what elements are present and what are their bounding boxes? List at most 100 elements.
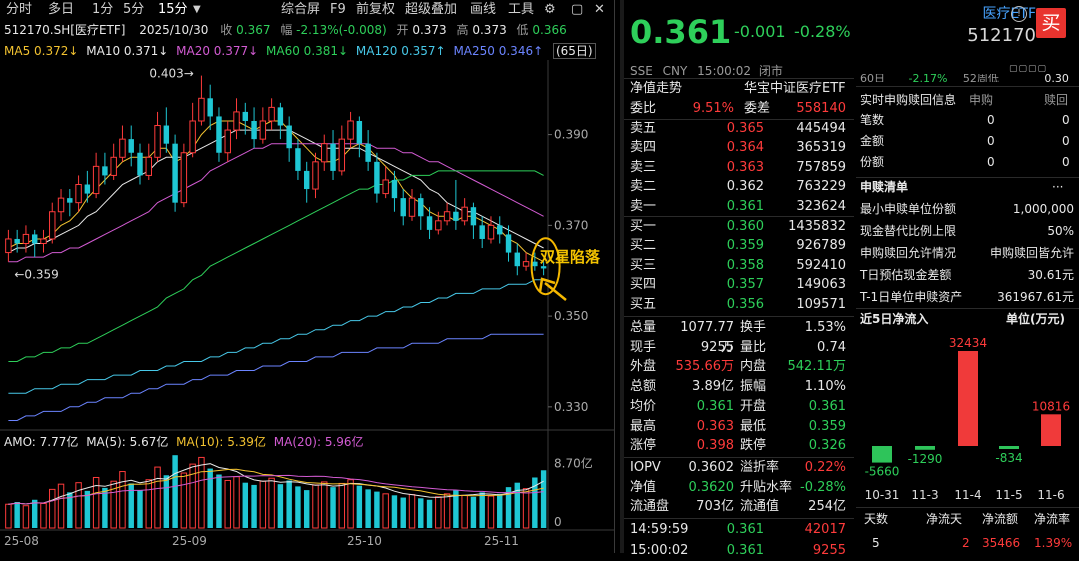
etf-stat-value: 0.22%: [804, 460, 846, 475]
candle-body: [532, 261, 538, 267]
divider: [624, 316, 854, 317]
ask-volume: 365319: [796, 140, 846, 156]
x-tick-label: 25-08: [4, 534, 39, 548]
volume-bar: [497, 493, 503, 528]
fuquan-button[interactable]: 前复权: [356, 2, 396, 17]
ask-level-label: 卖四: [630, 140, 657, 156]
bid-price[interactable]: 0.356: [726, 296, 764, 312]
volume-bar: [224, 479, 231, 529]
volume-bar: [330, 487, 336, 528]
panel-splitter[interactable]: [614, 0, 615, 553]
low-label: 低: [516, 23, 529, 37]
pattern-arrow-head: [538, 277, 556, 293]
close-icon[interactable]: ✕: [594, 2, 605, 17]
period-dropdown-icon[interactable]: ▼: [193, 4, 201, 15]
volume-bar: [338, 482, 346, 529]
redeem-col-buy: 申购: [969, 93, 994, 107]
flow-value-label: -5660: [865, 465, 900, 479]
volume-bar: [242, 482, 249, 528]
tab-1min[interactable]: 1分: [92, 2, 114, 17]
candle-body: [356, 120, 363, 144]
settings-icon[interactable]: ⚙: [544, 2, 556, 17]
ask-price[interactable]: 0.361: [726, 198, 764, 214]
volume-bar: [128, 483, 134, 528]
weibi-label: 委比: [630, 101, 657, 116]
nav-trend-link[interactable]: 净值走势: [630, 81, 683, 96]
huaxian-button[interactable]: 画线: [470, 2, 497, 17]
bid-price[interactable]: 0.360: [726, 219, 764, 234]
candle-body: [443, 211, 451, 222]
ma60-label: MA60 0.381↓: [266, 44, 349, 58]
diejia-button[interactable]: 超级叠加: [405, 2, 458, 17]
y-tick-label: 0.390: [554, 128, 588, 142]
buy-button[interactable]: 买: [1036, 8, 1066, 38]
volume-bar: [356, 485, 363, 528]
redeem-sell-value: 0: [1062, 113, 1070, 127]
flow-value-label: 10816: [1032, 399, 1070, 413]
bid-volume: 592410: [796, 257, 846, 273]
quote-time: 15:00:02: [697, 64, 752, 78]
high-value: 0.373: [472, 23, 507, 37]
stat-label: 最高: [630, 418, 657, 434]
volume-bar: [435, 496, 442, 529]
volume-bar: [408, 494, 416, 529]
bid-price[interactable]: 0.358: [726, 257, 764, 273]
volume-ma-line: [8, 468, 544, 505]
candle-body: [312, 161, 319, 190]
stat-label: 最低: [740, 418, 767, 434]
candle-body: [391, 179, 398, 199]
ask-price[interactable]: 0.363: [726, 159, 764, 175]
bid-price[interactable]: 0.359: [726, 238, 764, 254]
volume-bar: [400, 497, 406, 528]
window-icon[interactable]: ▢: [571, 2, 584, 17]
ask-price[interactable]: 0.364: [726, 140, 764, 156]
candle-body: [31, 234, 38, 244]
stat-label: 涨停: [630, 438, 657, 454]
ask-level-label: 卖一: [630, 198, 657, 214]
f9-button[interactable]: F9: [330, 2, 346, 17]
close-label: 收: [220, 23, 233, 37]
stat-label: 内盘: [740, 359, 767, 375]
low-annotation: ←0.359: [14, 267, 58, 281]
list-row-value: 30.61元: [1027, 268, 1074, 282]
ask-price[interactable]: 0.362: [726, 179, 764, 195]
bid-price[interactable]: 0.357: [726, 277, 764, 293]
volume-bar: [154, 466, 161, 529]
volume-bar: [189, 463, 196, 529]
tab-duori[interactable]: 多日: [48, 2, 75, 17]
candle-body: [49, 211, 56, 240]
ma-legend: MA5 0.372↓ MA10 0.371↓ MA20 0.377↓ MA60 …: [4, 43, 596, 59]
pattern-label: 双星陷落: [540, 248, 601, 266]
x-tick-label: 25-11: [484, 534, 519, 548]
chart-date: 2025/10/30: [139, 23, 209, 37]
toolbar-mini-icon[interactable]: ▢▢▢▢: [1009, 64, 1048, 74]
info-icon[interactable]: !: [1011, 6, 1027, 22]
zonghe-button[interactable]: 综合屏: [281, 2, 321, 17]
candle-body: [40, 238, 47, 244]
ma-line-ma5: [8, 120, 544, 263]
summary-value: 5: [872, 536, 880, 550]
tab-fenshi[interactable]: 分时: [6, 2, 33, 17]
volume-bar: [216, 474, 222, 528]
period-range-button[interactable]: (65日): [552, 43, 596, 59]
candle-body: [522, 261, 530, 267]
volume-bar: [532, 477, 538, 528]
volume-bar: [295, 486, 301, 528]
chart-panel: 分时 多日 1分 5分 15分 ▼ 综合屏 F9 前复权 超级叠加 画线 工具 …: [0, 0, 614, 553]
flow-category-label: 11-5: [995, 488, 1022, 502]
tab-15min[interactable]: 15分: [158, 2, 188, 17]
week52-low-value: 0.30: [1044, 74, 1069, 82]
volume-bar: [382, 493, 389, 529]
candle-body: [400, 198, 406, 217]
candle-body: [92, 165, 100, 195]
stat-value: 0.359: [808, 418, 846, 434]
tab-5min[interactable]: 5分: [123, 2, 145, 17]
market-status: 闭市: [758, 64, 783, 78]
list-more-icon[interactable]: ···: [1052, 180, 1064, 194]
tools-button[interactable]: 工具: [508, 2, 535, 17]
divider: [856, 86, 1079, 87]
candlestick-chart[interactable]: 0.390 0.370 0.350 0.330 0.403→ ←0.359 双星陷落 8.70…: [0, 0, 614, 553]
ask-price[interactable]: 0.365: [726, 121, 764, 136]
candle-body: [338, 138, 346, 172]
summary-value: 1.39%: [1034, 536, 1073, 550]
